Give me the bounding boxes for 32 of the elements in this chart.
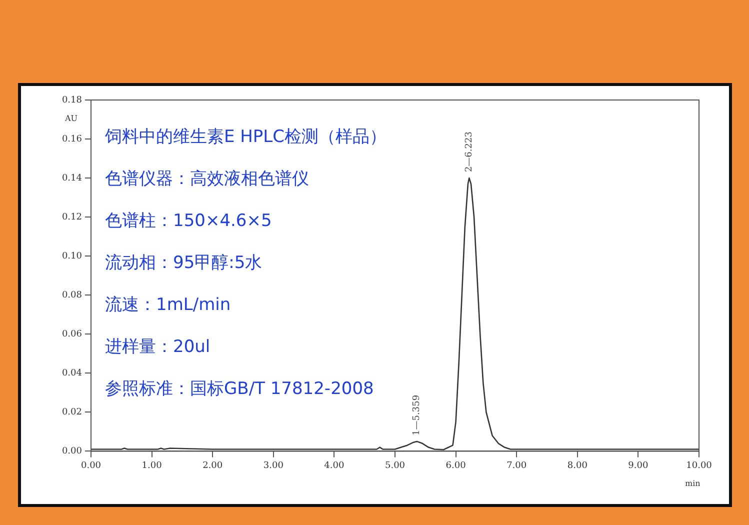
- annotation: 色谱柱：150×4.6×5: [105, 210, 273, 233]
- x-tick-label: 8.00: [567, 460, 588, 471]
- y-tick-label: 0.06: [62, 329, 82, 340]
- x-tick-label: 4.00: [324, 460, 344, 471]
- y-tick-label: 0.02: [62, 408, 82, 418]
- y-tick-label: 0.04: [62, 368, 82, 378]
- annotation: 1—5.359: [412, 394, 422, 436]
- annotation: 色谱仪器：高效液相色谱仪: [105, 168, 310, 191]
- y-axis-title: AU: [65, 114, 78, 123]
- x-tick-label: 5.00: [384, 460, 406, 471]
- x-tick-label: 1.00: [142, 460, 162, 471]
- x-tick-label: 9.00: [628, 460, 648, 471]
- x-tick-label: 10.00: [686, 460, 712, 471]
- text: 饲料中的维生素E HPLC检测（样品）: [105, 126, 387, 149]
- y-tick-label: 0.14: [62, 173, 82, 184]
- x-axis-title: min: [685, 479, 700, 488]
- annotation: 流动相：95甲醇:5水: [105, 252, 264, 275]
- x-tick-label: 0.00: [80, 460, 102, 471]
- x-tick-label: 2.00: [202, 460, 223, 471]
- y-tick-label: 0.10: [62, 251, 82, 262]
- y-tick-label: 0.12: [62, 212, 82, 222]
- y-tick-label: 0.08: [62, 290, 82, 300]
- x-tick-label: 6.00: [446, 460, 466, 471]
- y-tick-label: 0.00: [62, 446, 82, 457]
- annotation: 2—6.223: [464, 131, 475, 172]
- y-tick-label: 0.18: [62, 95, 82, 106]
- x-tick-label: 3.00: [263, 460, 284, 471]
- annotation: 流速：1mL/min: [105, 294, 232, 317]
- annotation: 进样量：20ul: [105, 336, 212, 359]
- y-tick-label: 0.16: [62, 134, 82, 144]
- annotation: 参照标准：国标GB/T 17812-2008: [105, 378, 375, 401]
- x-tick-label: 7.00: [506, 460, 527, 471]
